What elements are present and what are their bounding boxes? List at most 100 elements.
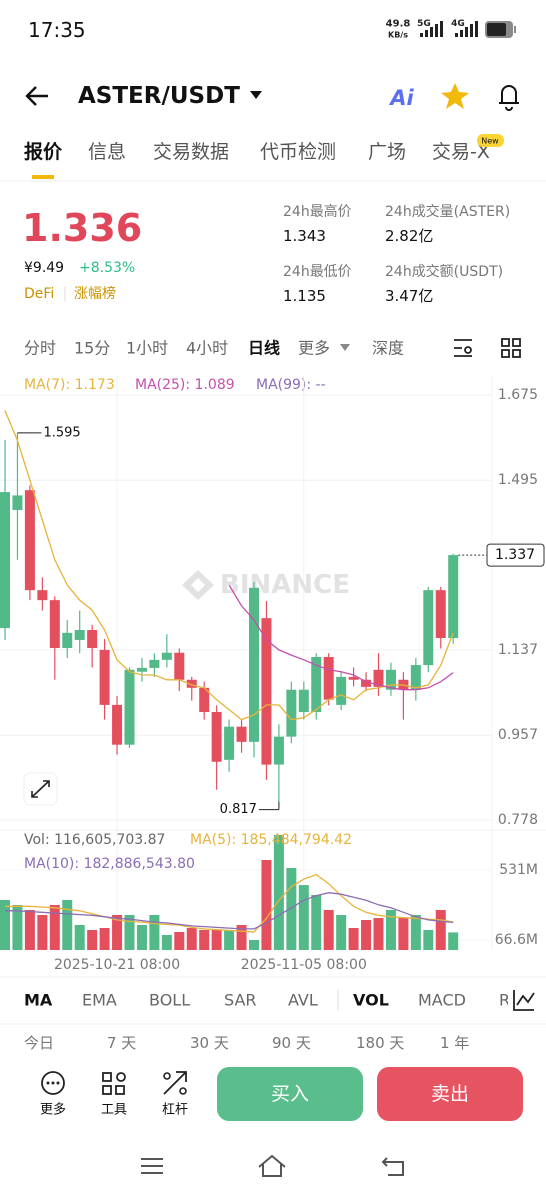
interval[interactable]: 15分 bbox=[74, 339, 110, 358]
ma-legend: MA(99): -- bbox=[256, 377, 326, 393]
volume-bar bbox=[273, 835, 284, 950]
tool-more[interactable]: 更多 bbox=[40, 1071, 66, 1118]
tab[interactable]: 交易数据 bbox=[153, 141, 229, 163]
buy-button[interactable] bbox=[217, 1067, 363, 1121]
buy-button-label: 买入 bbox=[271, 1083, 309, 1105]
volume-bar bbox=[87, 929, 98, 950]
tab[interactable]: 广场 bbox=[368, 141, 406, 163]
tab-bar: 报价 信息 交易数据 代币检测 广场 交易-X New bbox=[24, 134, 504, 179]
volume-bar bbox=[236, 924, 247, 950]
indicator[interactable]: VOL bbox=[353, 991, 389, 1010]
tab[interactable]: 交易-X bbox=[432, 141, 490, 163]
volume-bar bbox=[37, 915, 48, 950]
nav-back[interactable] bbox=[381, 1157, 404, 1176]
nav-home[interactable] bbox=[258, 1154, 286, 1177]
period[interactable]: 180 天 bbox=[356, 1034, 404, 1052]
badge-text: New bbox=[481, 137, 499, 146]
stat-value: 2.82亿 bbox=[385, 227, 433, 245]
tab[interactable]: 信息 bbox=[88, 141, 126, 163]
candle-body bbox=[236, 726, 247, 742]
period[interactable]: 7 天 bbox=[107, 1034, 136, 1052]
tool-label: 更多 bbox=[40, 1102, 66, 1118]
interval[interactable]: 1小时 bbox=[126, 339, 168, 358]
candle-body bbox=[448, 555, 459, 639]
tab-underline bbox=[32, 175, 54, 179]
period[interactable]: 90 天 bbox=[272, 1034, 311, 1052]
volume-bar bbox=[186, 928, 197, 950]
signal-icon bbox=[455, 21, 478, 37]
candle-body bbox=[311, 657, 322, 712]
period-bar: 今日 7 天 30 天 90 天 180 天 1 年 bbox=[24, 1034, 469, 1052]
volume-bar bbox=[49, 905, 60, 950]
stat-value: 3.47亿 bbox=[385, 287, 433, 305]
volume-bar bbox=[224, 929, 235, 950]
tool-tools[interactable]: 工具 bbox=[101, 1072, 127, 1118]
stat-label: 24h最高价 bbox=[283, 203, 352, 220]
x-tick-label: 2025-11-05 08:00 bbox=[241, 957, 367, 973]
volume-bar bbox=[435, 909, 446, 950]
interval[interactable]: 深度 bbox=[372, 339, 404, 358]
tool-leverage[interactable]: 杠杆 bbox=[162, 1071, 188, 1118]
volume-bar bbox=[149, 915, 160, 950]
tab[interactable]: 报价 bbox=[24, 140, 63, 163]
tab[interactable]: 代币检测 bbox=[260, 141, 336, 163]
favorite-star[interactable] bbox=[441, 83, 469, 109]
ma-legend: MA(25): 1.089 bbox=[135, 377, 235, 393]
indicator[interactable]: MACD bbox=[418, 991, 466, 1010]
candle-body bbox=[87, 629, 98, 648]
indicator[interactable]: EMA bbox=[82, 991, 117, 1010]
volume-bar bbox=[62, 900, 73, 950]
y-tick-label: 1.137 bbox=[498, 642, 538, 658]
interval[interactable]: 日线 bbox=[248, 339, 280, 358]
last-price-box bbox=[486, 543, 545, 567]
indicator[interactable]: AVL bbox=[288, 991, 318, 1010]
interval[interactable]: 更多 bbox=[298, 339, 330, 358]
candle-body bbox=[211, 711, 222, 762]
watermark-logo bbox=[182, 570, 214, 600]
low-marker-label: 0.817 bbox=[220, 802, 257, 817]
net-label: 5G bbox=[417, 19, 431, 29]
ma-legend: MA(7): 1.173 bbox=[24, 377, 115, 393]
volume-bar bbox=[423, 929, 434, 950]
period[interactable]: 1 年 bbox=[440, 1034, 469, 1052]
ai-button[interactable]: Ai bbox=[388, 86, 414, 110]
indicator[interactable]: R bbox=[499, 991, 510, 1010]
volume-bar bbox=[249, 940, 259, 950]
volume-bar bbox=[112, 915, 123, 950]
indicator[interactable]: MA bbox=[24, 991, 53, 1010]
layout-icon[interactable] bbox=[501, 338, 521, 358]
candle-body bbox=[149, 659, 160, 668]
volume-bar bbox=[261, 860, 272, 950]
candle-body bbox=[0, 492, 10, 629]
candle-body bbox=[373, 669, 384, 687]
interval[interactable]: 分时 bbox=[24, 339, 56, 358]
candle-body bbox=[336, 676, 347, 705]
pair-title[interactable]: ASTER/USDT bbox=[78, 83, 240, 109]
candle-body bbox=[186, 679, 197, 688]
volume-bar bbox=[211, 929, 222, 950]
tag[interactable]: 涨幅榜 bbox=[74, 285, 116, 302]
indicator-settings-icon[interactable] bbox=[513, 990, 535, 1011]
volume-bar bbox=[323, 909, 334, 950]
nav-menu[interactable] bbox=[141, 1158, 163, 1174]
volume-bar bbox=[348, 928, 359, 950]
pair-dropdown[interactable] bbox=[250, 91, 262, 99]
y-tick-label: 1.675 bbox=[498, 387, 538, 403]
period[interactable]: 30 天 bbox=[190, 1034, 229, 1052]
y-tick-label: 0.957 bbox=[498, 727, 538, 743]
candle-body bbox=[435, 590, 446, 639]
indicator[interactable]: BOLL bbox=[149, 991, 190, 1010]
chart-settings-icon[interactable] bbox=[454, 339, 472, 357]
notification-bell[interactable] bbox=[499, 85, 519, 111]
tag[interactable]: DeFi bbox=[24, 286, 54, 302]
sell-button[interactable] bbox=[377, 1067, 523, 1121]
stat-value: 1.343 bbox=[283, 227, 326, 245]
back-button[interactable] bbox=[25, 86, 48, 106]
last-price-label: 1.337 bbox=[495, 547, 535, 563]
period[interactable]: 今日 bbox=[24, 1034, 54, 1052]
interval[interactable]: 4小时 bbox=[186, 339, 228, 358]
watermark-text: BINANCE bbox=[220, 570, 350, 600]
signal-icon bbox=[420, 21, 443, 37]
indicator[interactable]: SAR bbox=[224, 991, 257, 1010]
